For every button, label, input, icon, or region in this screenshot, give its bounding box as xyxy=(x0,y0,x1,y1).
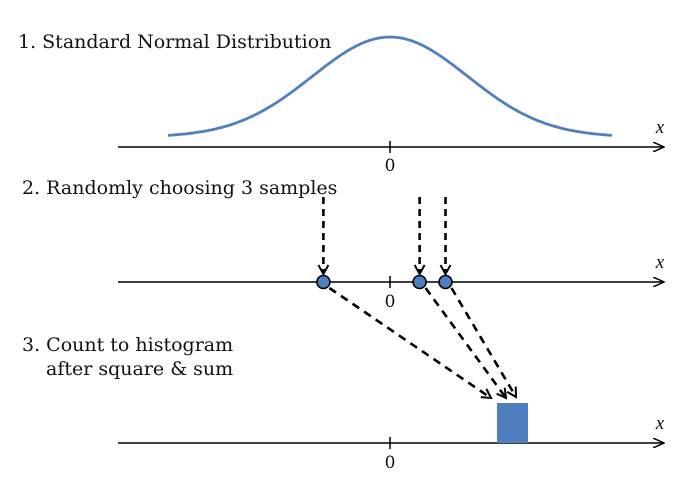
histogram-bar xyxy=(497,403,528,443)
axis-variable-3: x xyxy=(655,413,665,434)
sample-point xyxy=(412,274,427,290)
sample-to-histogram-arrow xyxy=(328,286,491,398)
origin-label-2: 0 xyxy=(385,292,396,312)
samples-layer xyxy=(316,197,518,398)
step1-title: 1. Standard Normal Distribution xyxy=(18,31,331,53)
sample-to-histogram-arrow xyxy=(450,287,518,397)
axis-variable-2: x xyxy=(655,252,665,273)
sample-point xyxy=(316,274,331,290)
step3-title-line1: 3. Count to histogram xyxy=(22,334,233,356)
step3-title-line2: after square & sum xyxy=(46,358,233,380)
axis-variable-1: x xyxy=(655,117,665,138)
sample-point xyxy=(438,274,453,290)
step2-title: 2. Randomly choosing 3 samples xyxy=(22,177,337,199)
origin-label-1: 0 xyxy=(385,156,396,176)
origin-label-3: 0 xyxy=(385,453,396,473)
normal-distribution-curve xyxy=(167,35,613,137)
sample-to-histogram-arrow xyxy=(424,287,506,398)
